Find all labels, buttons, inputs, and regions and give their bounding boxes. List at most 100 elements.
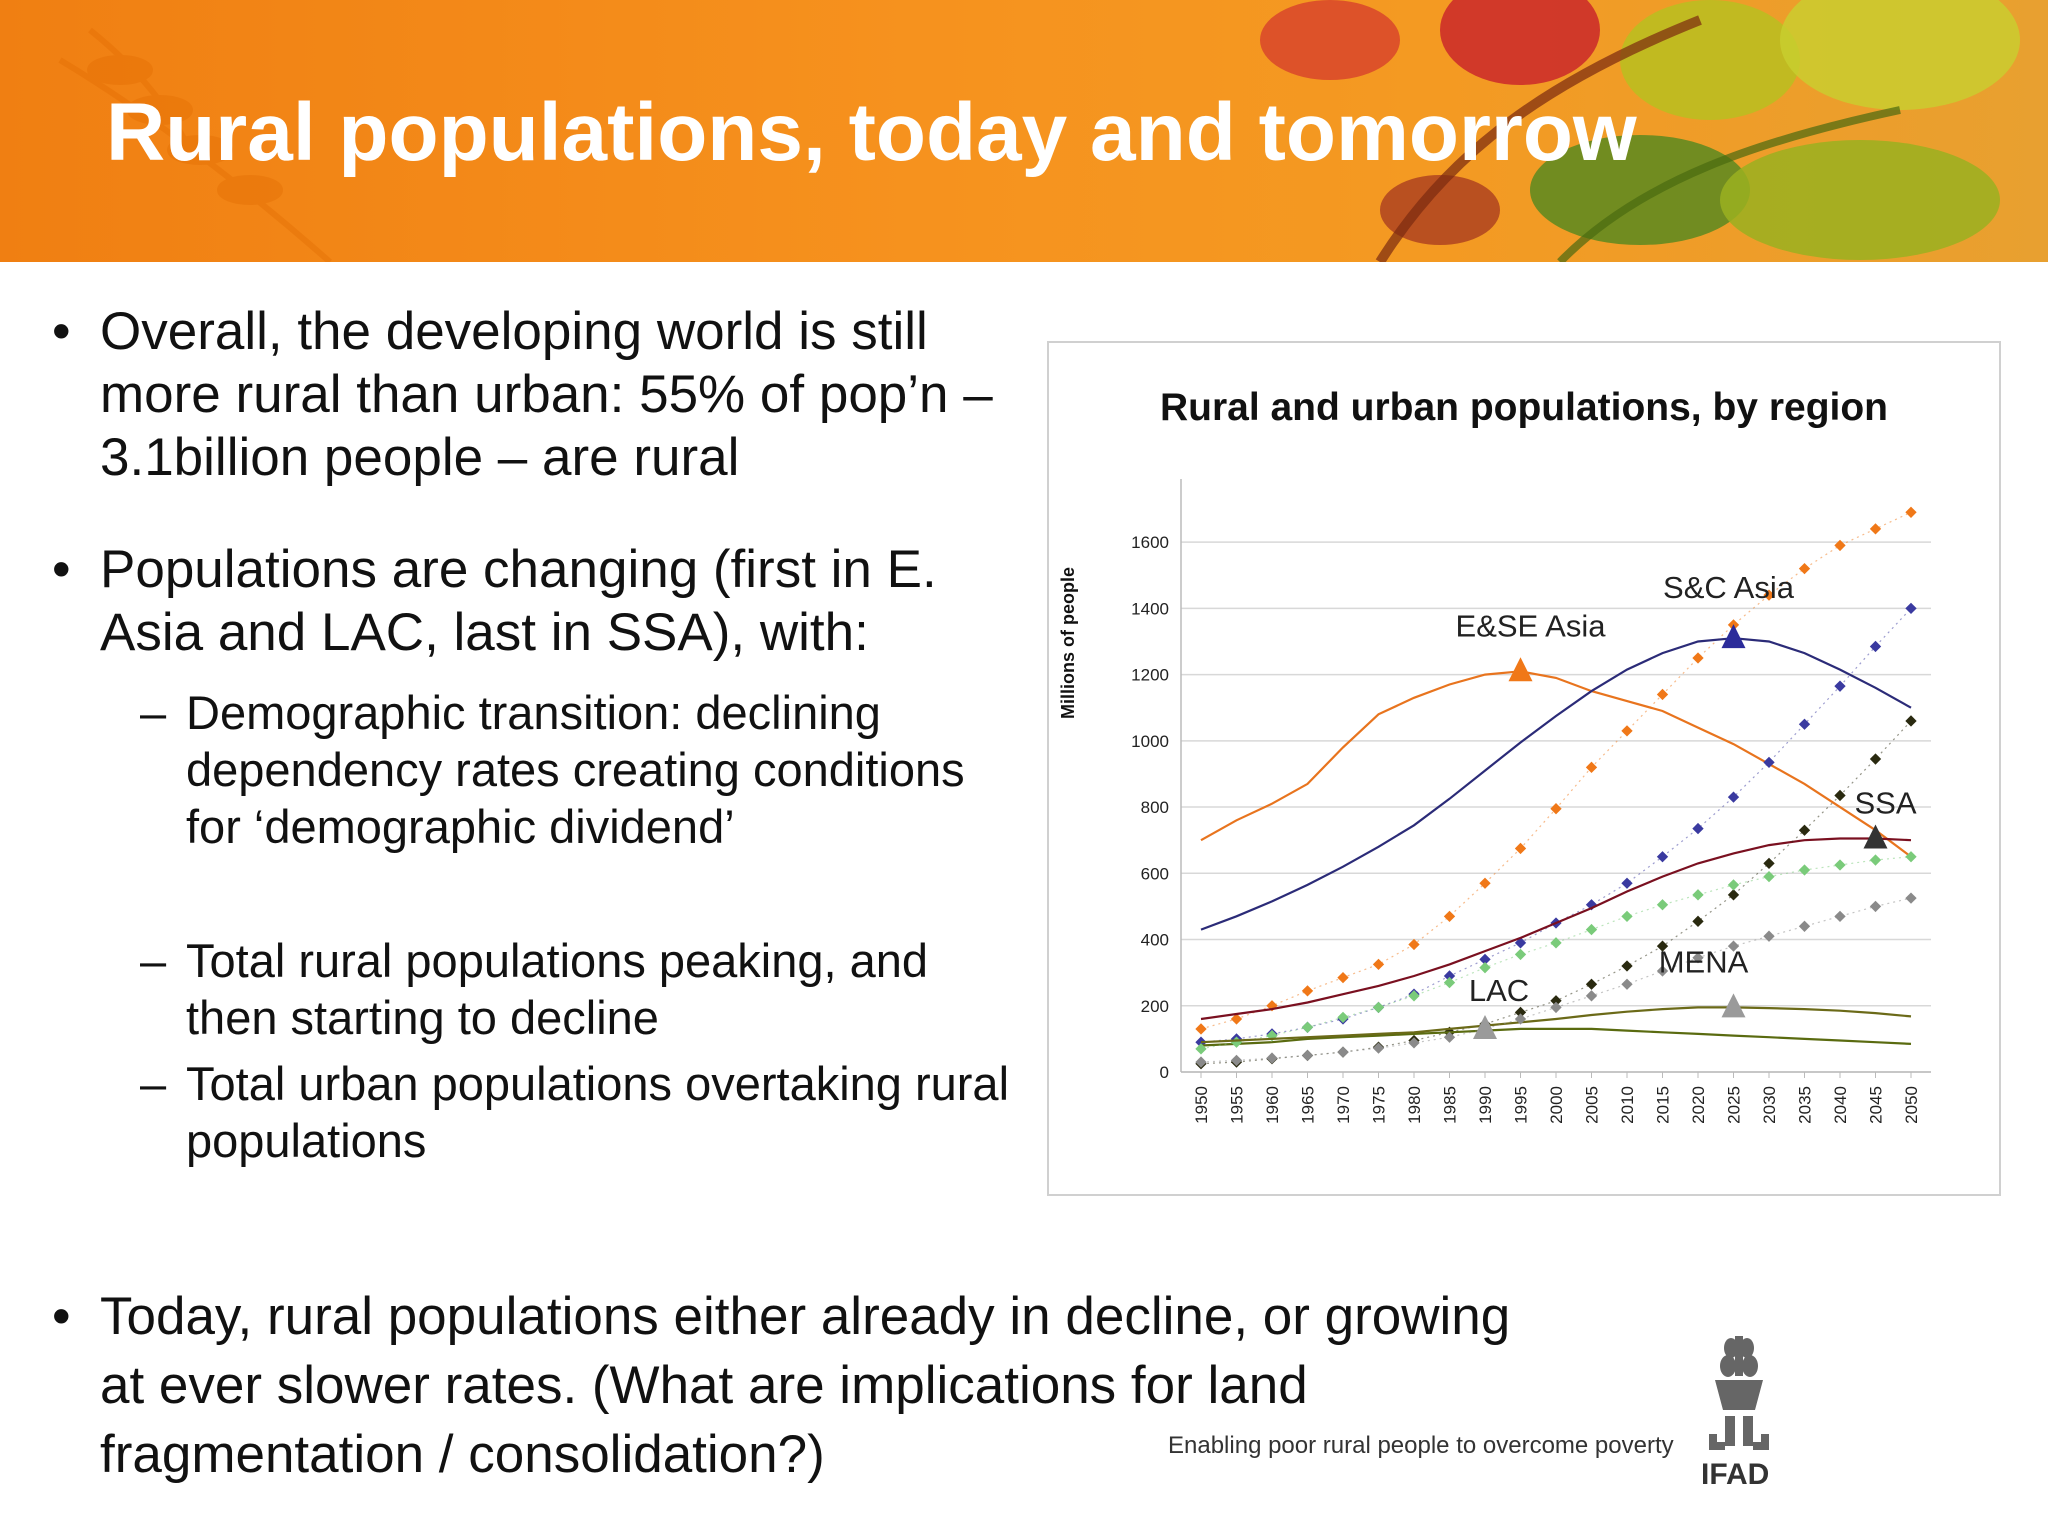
peak-marker xyxy=(1721,624,1746,649)
data-point xyxy=(1443,970,1456,982)
sub-bullet-marker: – xyxy=(140,1057,167,1110)
x-tick-label: 2005 xyxy=(1583,1086,1602,1124)
chart-frame: Rural and urban populations, by region Mi… xyxy=(1047,341,2001,1196)
peak-marker xyxy=(1473,1014,1497,1039)
data-point xyxy=(1337,1011,1349,1024)
data-point xyxy=(1301,1049,1314,1062)
series-line xyxy=(1200,1027,1912,1047)
x-tick-label: 2045 xyxy=(1867,1086,1886,1124)
page-title: Rural populations, today and tomorrow xyxy=(106,87,1637,178)
bullet-text: Overall, the developing world is still m… xyxy=(100,302,993,487)
sub-bullet-marker: – xyxy=(140,934,167,987)
data-point xyxy=(1301,985,1314,997)
x-tick-label: 1985 xyxy=(1441,1086,1460,1124)
data-point xyxy=(1337,971,1349,984)
y-tick-label: 1400 xyxy=(1131,599,1169,618)
data-point xyxy=(1301,1021,1314,1033)
bullet-marker: • xyxy=(52,540,71,599)
data-point xyxy=(1266,1052,1278,1064)
bullet-text: Populations are changing (first in E. As… xyxy=(100,540,937,662)
data-point xyxy=(1869,523,1882,535)
bullet-rural-decline: • Today, rural populations either alread… xyxy=(52,1282,1520,1489)
data-point xyxy=(1656,688,1669,701)
data-point xyxy=(1621,725,1633,737)
data-point xyxy=(1905,506,1917,518)
x-tick-label: 2025 xyxy=(1725,1086,1744,1124)
data-point xyxy=(1479,877,1491,889)
sub-bullet-rural-peaking: – Total rural populations peaking, and t… xyxy=(140,932,1026,1046)
x-tick-label: 2050 xyxy=(1902,1086,1921,1124)
x-tick-label: 1975 xyxy=(1370,1086,1389,1124)
data-point xyxy=(1550,937,1562,949)
y-tick-label: 1600 xyxy=(1131,533,1169,552)
x-tick-label: 1955 xyxy=(1228,1086,1247,1124)
peak-label: LAC xyxy=(1469,973,1529,1008)
data-point xyxy=(1834,680,1846,692)
series-line xyxy=(1200,856,1912,1050)
data-point xyxy=(1798,864,1811,876)
data-point xyxy=(1763,857,1775,870)
y-tick-label: 800 xyxy=(1141,798,1169,817)
data-point xyxy=(1550,995,1562,1007)
data-point xyxy=(1763,930,1775,942)
wheat-icon xyxy=(58,27,332,262)
x-tick-label: 1980 xyxy=(1405,1086,1424,1124)
data-point xyxy=(1514,948,1527,961)
data-point xyxy=(1656,965,1669,977)
data-point xyxy=(1798,920,1811,932)
bullet-marker: • xyxy=(52,302,71,361)
x-tick-label: 1995 xyxy=(1512,1086,1531,1124)
data-point xyxy=(1372,958,1385,971)
footer-tagline: Enabling poor rural people to overcome p… xyxy=(1168,1432,1674,1459)
y-tick-label: 1200 xyxy=(1131,666,1169,685)
data-point xyxy=(1656,940,1669,952)
data-point xyxy=(1408,938,1420,951)
data-point xyxy=(1869,854,1882,866)
chart-title: Rural and urban populations, by region xyxy=(1160,386,1888,429)
sub-bullet-text: Demographic transition: declining depend… xyxy=(186,686,965,853)
data-point xyxy=(1585,978,1598,990)
data-point xyxy=(1798,562,1811,575)
peak-label: E&SE Asia xyxy=(1456,608,1607,643)
data-point xyxy=(1195,1043,1207,1055)
x-tick-label: 2015 xyxy=(1654,1086,1673,1124)
data-point xyxy=(1692,915,1704,927)
peak-marker xyxy=(1721,993,1746,1018)
data-point xyxy=(1834,539,1846,552)
peak-marker xyxy=(1863,824,1888,849)
data-point xyxy=(1514,1013,1527,1025)
data-point xyxy=(1798,824,1811,836)
series-line xyxy=(1200,1006,1912,1044)
data-point xyxy=(1692,652,1704,664)
x-tick-label: 2035 xyxy=(1796,1086,1815,1124)
x-tick-label: 2020 xyxy=(1689,1086,1708,1124)
sub-bullet-urban-overtaking: – Total urban populations overtaking rur… xyxy=(140,1055,1026,1169)
peak-label: SSA xyxy=(1854,786,1916,821)
data-point xyxy=(1656,851,1669,863)
data-point xyxy=(1372,1001,1385,1014)
data-point xyxy=(1195,1023,1207,1035)
y-tick-label: 400 xyxy=(1141,931,1169,950)
ifad-logo-icon xyxy=(1709,1336,1769,1450)
data-point xyxy=(1656,899,1669,911)
data-point xyxy=(1905,715,1917,727)
data-point xyxy=(1550,1001,1562,1014)
data-point xyxy=(1869,753,1882,765)
leaf-decoration xyxy=(1260,0,2020,262)
ifad-logo-text: IFAD xyxy=(1701,1458,1770,1491)
data-point xyxy=(1443,976,1456,989)
x-tick-label: 2000 xyxy=(1547,1086,1566,1124)
peak-label: MENA xyxy=(1659,944,1749,979)
data-point xyxy=(1727,791,1740,803)
data-point xyxy=(1869,640,1882,653)
data-point xyxy=(1550,803,1562,815)
x-tick-label: 2030 xyxy=(1760,1086,1779,1124)
data-point xyxy=(1479,953,1491,966)
data-point xyxy=(1443,1031,1456,1043)
bullet-marker: • xyxy=(52,1287,71,1346)
title-banner: Rural populations, today and tomorrow xyxy=(0,0,2048,262)
data-point xyxy=(1372,1042,1385,1054)
y-axis-label: Millions of people xyxy=(1058,567,1078,719)
data-point xyxy=(1834,859,1846,871)
data-point xyxy=(1621,877,1633,889)
